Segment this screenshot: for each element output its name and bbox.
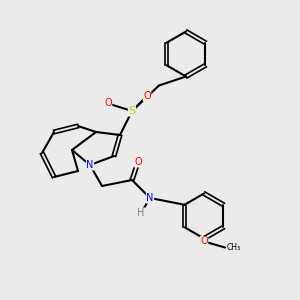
Text: S: S [128, 106, 136, 116]
Text: O: O [143, 91, 151, 101]
Text: O: O [104, 98, 112, 109]
Text: N: N [146, 193, 154, 203]
Text: O: O [200, 236, 208, 247]
Text: O: O [134, 157, 142, 167]
Text: H: H [137, 208, 145, 218]
Text: CH₃: CH₃ [226, 243, 241, 252]
Text: N: N [86, 160, 94, 170]
